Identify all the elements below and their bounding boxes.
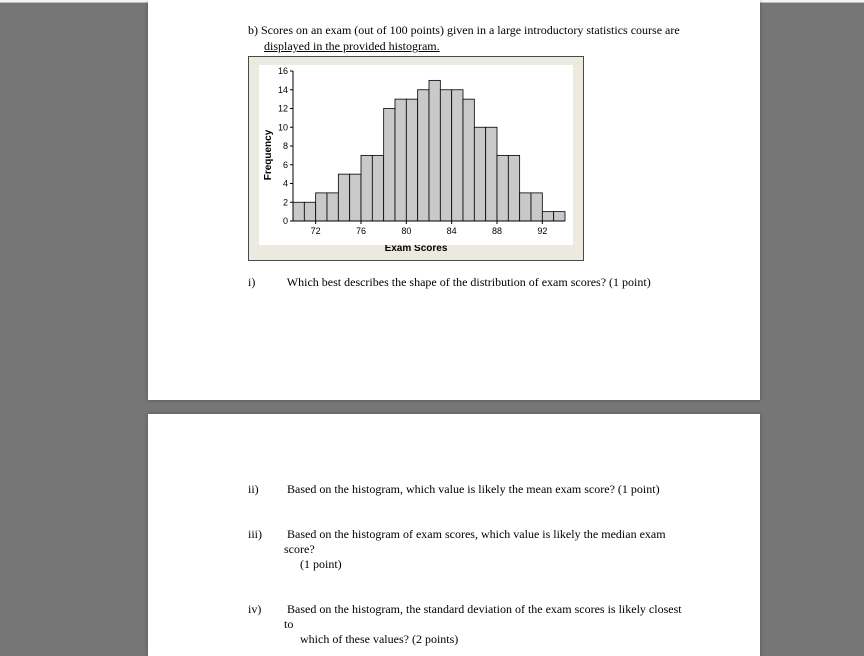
subquestion-i: i) Which best describes the shape of the… [266,275,690,290]
question-b: b) Scores on an exam (out of 100 points)… [248,22,690,54]
svg-text:92: 92 [537,226,547,236]
subquestion-i-label: i) [266,275,284,290]
subquestion-iv-text: Based on the histogram, the standard dev… [284,602,682,631]
question-b-text-line1: Scores on an exam (out of 100 points) gi… [261,23,680,37]
subquestion-i-text: Which best describes the shape of the di… [287,275,651,289]
subquestion-iii-label: iii) [266,527,284,542]
subquestion-iii: iii) Based on the histogram of exam scor… [266,527,690,572]
svg-text:6: 6 [283,160,288,170]
svg-text:8: 8 [283,141,288,151]
document-page-1: b) Scores on an exam (out of 100 points)… [148,0,760,400]
svg-text:4: 4 [283,179,288,189]
svg-text:84: 84 [447,226,457,236]
subquestion-iii-cont: (1 point) [318,557,690,572]
svg-text:0: 0 [283,216,288,226]
svg-text:76: 76 [356,226,366,236]
svg-text:2: 2 [283,198,288,208]
page1-content: b) Scores on an exam (out of 100 points)… [148,0,760,344]
question-b-label: b) [248,23,258,37]
svg-text:10: 10 [278,123,288,133]
page2-content: ii) Based on the histogram, which value … [148,414,760,656]
question-b-text-line2: displayed in the provided histogram. [264,38,690,54]
subquestion-ii: ii) Based on the histogram, which value … [266,482,690,497]
subquestion-ii-text: Based on the histogram, which value is l… [287,482,660,496]
subquestion-ii-label: ii) [266,482,284,497]
viewport: b) Scores on an exam (out of 100 points)… [0,0,864,656]
svg-text:12: 12 [278,104,288,114]
subquestion-iii-text: Based on the histogram of exam scores, w… [284,527,666,556]
histogram-plot-area: Frequency 0246810121416727680848892 [259,65,573,245]
svg-text:72: 72 [311,226,321,236]
svg-text:88: 88 [492,226,502,236]
svg-text:14: 14 [278,85,288,95]
svg-text:80: 80 [401,226,411,236]
subquestion-iv-cont: which of these values? (2 points) [318,632,690,647]
document-page-2: ii) Based on the histogram, which value … [148,414,760,656]
subquestion-iv: iv) Based on the histogram, the standard… [266,602,690,647]
histogram-svg: 0 2 4 6 8 10 12 14 16 72 76 80 84 88 92 [259,65,573,245]
histogram-card: Frequency 0246810121416727680848892 Exam… [248,56,584,261]
svg-text:16: 16 [278,66,288,76]
subquestion-iv-label: iv) [266,602,284,617]
